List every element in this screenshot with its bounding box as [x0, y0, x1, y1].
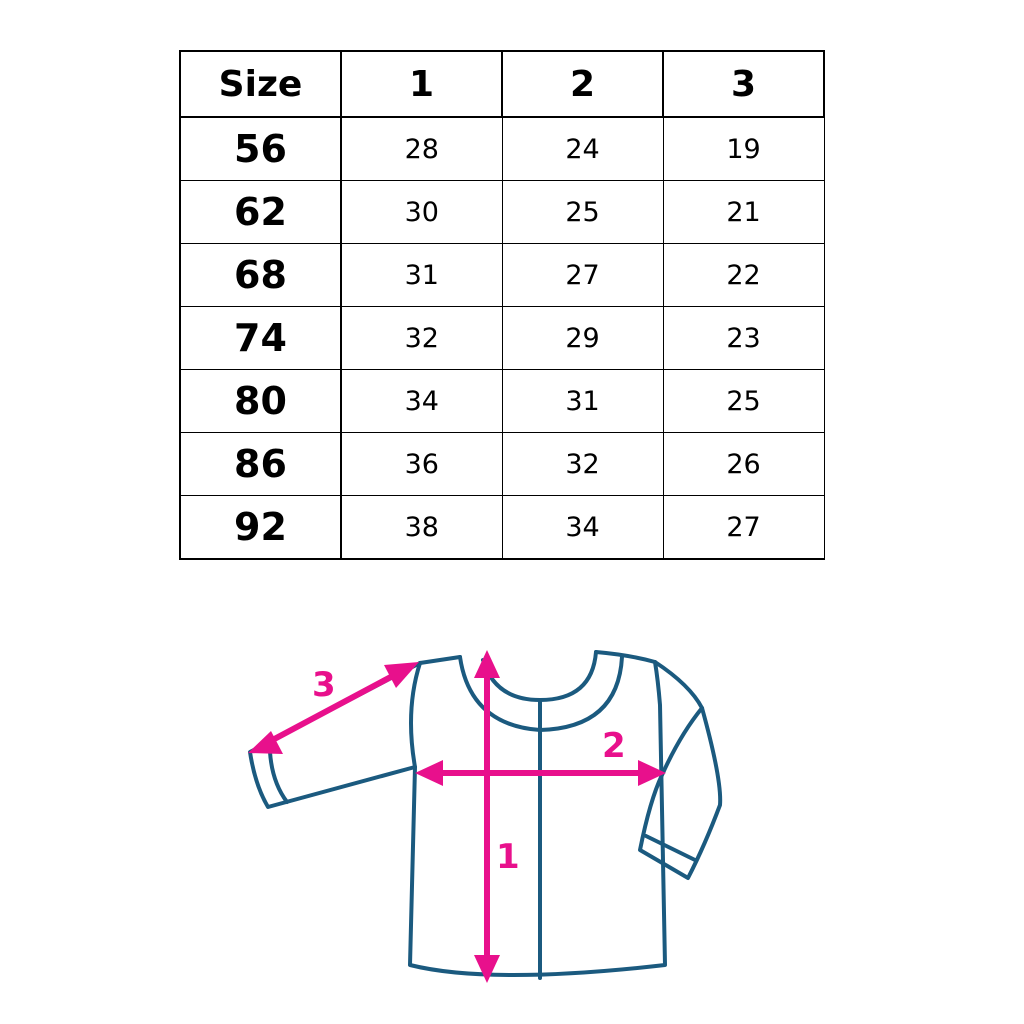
size-cell: 74: [179, 306, 342, 370]
measurement-cell-3: 23: [662, 306, 825, 370]
size-table: Size 1 2 3 56 28 24 19 62 30 25 21 68 31 27 22 74 32 2…: [179, 50, 825, 560]
measurement-cell-1: 36: [340, 432, 503, 496]
measurement-cell-3: 27: [662, 495, 825, 560]
table-row: 80 34 31 25: [179, 369, 825, 433]
measurement-cell-2: 31: [501, 369, 664, 433]
measurement-cell-1: 31: [340, 243, 503, 307]
header-size: Size: [179, 50, 342, 118]
measurement-cell-3: 25: [662, 369, 825, 433]
size-cell: 62: [179, 180, 342, 244]
measurement-arrows: [248, 650, 666, 983]
measurement-cell-3: 26: [662, 432, 825, 496]
table-row: 68 31 27 22: [179, 243, 825, 307]
table-row: 56 28 24 19: [179, 116, 825, 181]
size-cell: 80: [179, 369, 342, 433]
header-3: 3: [662, 50, 825, 118]
header-2: 2: [501, 50, 664, 118]
table-row: 86 36 32 26: [179, 432, 825, 496]
table-row: 74 32 29 23: [179, 306, 825, 370]
measurement-cell-1: 30: [340, 180, 503, 244]
header-1: 1: [340, 50, 503, 118]
measurement-cell-2: 25: [501, 180, 664, 244]
measurement-cell-1: 32: [340, 306, 503, 370]
sleeve-arrow: [263, 668, 404, 747]
size-cell: 92: [179, 495, 342, 560]
label-width: 2: [602, 726, 626, 766]
measurement-cell-3: 21: [662, 180, 825, 244]
table-row: 62 30 25 21: [179, 180, 825, 244]
size-cell: 86: [179, 432, 342, 496]
label-sleeve: 3: [312, 665, 336, 705]
table-row: 92 38 34 27: [179, 495, 825, 560]
table-header-row: Size 1 2 3: [179, 50, 825, 118]
garment-outline: [248, 650, 723, 980]
measurement-cell-2: 32: [501, 432, 664, 496]
size-cell: 68: [179, 243, 342, 307]
measurement-cell-1: 28: [340, 116, 503, 181]
label-length: 1: [496, 837, 520, 877]
